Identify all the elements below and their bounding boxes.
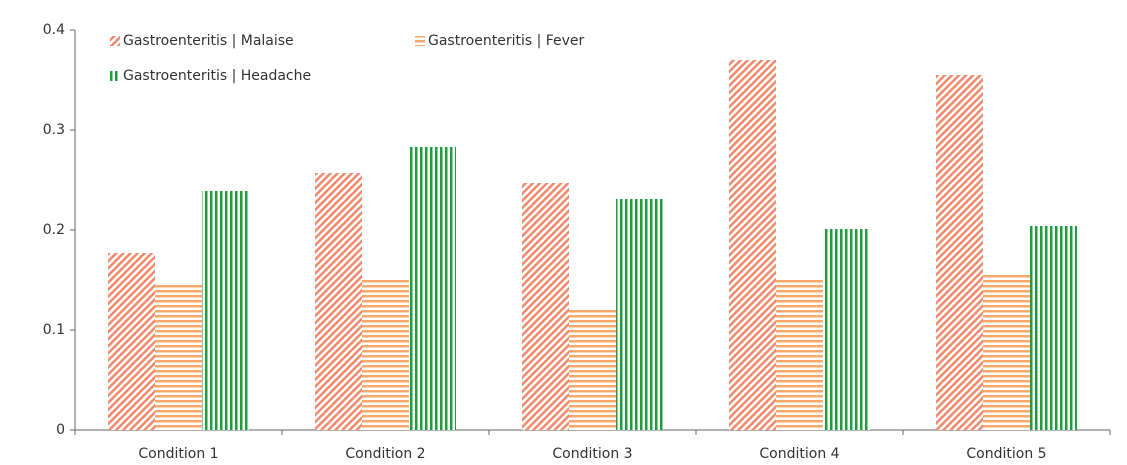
bar [936,75,984,430]
bar [615,199,663,430]
bar [362,279,409,430]
bar [729,60,777,430]
legend-label: Gastroenteritis | Headache [123,68,311,84]
bar [983,273,1030,430]
legend-swatch [415,36,425,46]
legend-label: Gastroenteritis | Fever [428,33,585,49]
bar [155,285,202,430]
bar [108,253,156,430]
legend-swatch [110,71,120,81]
x-tick-label: Condition 5 [966,446,1046,462]
y-tick-label: 0 [56,422,65,438]
legend-swatch [110,36,120,46]
x-tick-label: Condition 3 [552,446,632,462]
bar [822,229,870,430]
y-tick-label: 0.2 [43,222,65,238]
bar [776,279,823,430]
bar [1029,226,1077,430]
x-tick-label: Condition 4 [759,446,839,462]
bar [569,310,616,430]
bar [522,183,570,430]
x-tick-label: Condition 2 [345,446,425,462]
legend-label: Gastroenteritis | Malaise [123,33,294,49]
bar [408,147,456,430]
x-tick-label: Condition 1 [138,446,218,462]
y-tick-label: 0.1 [43,322,65,338]
y-tick-label: 0.4 [43,22,65,38]
y-tick-label: 0.3 [43,122,65,138]
bar [201,191,249,430]
bar [315,173,363,430]
